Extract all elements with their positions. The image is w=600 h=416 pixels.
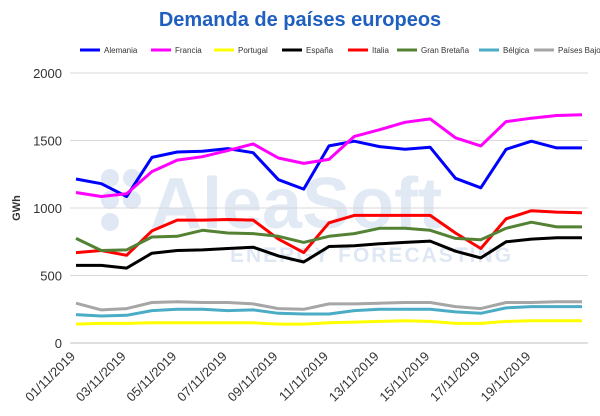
watermark-dot — [101, 169, 119, 187]
chart-title: Demanda de países europeos — [159, 9, 441, 31]
y-tick-label: 500 — [40, 269, 62, 284]
watermark-dot — [101, 213, 119, 231]
legend-label: Francia — [175, 46, 202, 55]
x-tick-label: 09/11/2019 — [225, 349, 281, 405]
legend-item: España — [282, 46, 334, 55]
legend-item: Países Bajos — [534, 46, 600, 55]
legend-label: Alemania — [104, 46, 138, 55]
y-tick-label: 1000 — [33, 201, 62, 216]
y-tick-label: 0 — [55, 336, 62, 351]
series-line-bélgica — [75, 305, 582, 318]
x-tick-label: 07/11/2019 — [174, 349, 230, 405]
legend-item: Alemania — [80, 46, 138, 55]
series-line-países-bajos — [75, 300, 582, 312]
x-tick-label: 19/11/2019 — [478, 349, 534, 405]
series-line-italia — [75, 209, 583, 257]
series-line-gran-bretaña — [75, 220, 582, 252]
legend-item: Gran Bretaña — [397, 46, 470, 55]
y-axis-label: GWh — [11, 195, 23, 221]
series-line-españa — [76, 236, 582, 270]
legend-label: Portugal — [238, 46, 268, 55]
legend-label: Gran Bretaña — [421, 46, 470, 55]
x-tick-label: 15/11/2019 — [376, 349, 432, 405]
x-tick-label: 01/11/2019 — [22, 349, 78, 405]
series-line-francia — [75, 113, 583, 198]
legend-item: Italia — [348, 46, 389, 55]
legend: Alemania Francia Portugal España Italia Gran … — [80, 46, 600, 55]
series-lines — [75, 113, 583, 326]
x-tick-label: 11/11/2019 — [276, 349, 331, 404]
x-tick-label: 13/11/2019 — [326, 349, 382, 405]
y-axis-ticks: 0 500 1000 1500 2000 — [33, 66, 62, 351]
x-tick-label: 05/11/2019 — [123, 349, 179, 405]
legend-item: Francia — [151, 46, 202, 55]
legend-label: Países Bajos — [558, 46, 600, 55]
gridlines — [70, 72, 588, 276]
series-line-alemania — [75, 139, 582, 198]
legend-item: Bélgica — [479, 46, 530, 55]
legend-label: Bélgica — [503, 46, 530, 55]
legend-item: Portugal — [214, 46, 268, 55]
y-tick-label: 1500 — [33, 134, 62, 149]
legend-label: España — [306, 46, 334, 55]
x-tick-label: 03/11/2019 — [73, 349, 129, 405]
series-line-portugal — [75, 319, 582, 326]
x-tick-label: 17/11/2019 — [427, 349, 483, 405]
legend-label: Italia — [372, 46, 389, 55]
x-axis-ticks: 01/11/201903/11/201905/11/201907/11/2019… — [22, 349, 533, 405]
y-tick-label: 2000 — [33, 66, 62, 81]
